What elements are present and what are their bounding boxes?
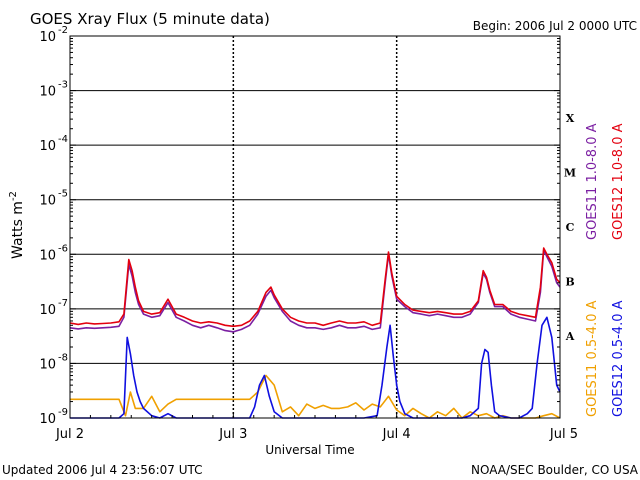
series-line [69, 249, 561, 333]
legend-entry: GOES12 0.5-4.0 A [611, 300, 626, 417]
y-tick-label: 10 -7 [39, 298, 68, 318]
x-tick-label: Jul 5 [549, 427, 578, 442]
series-line [70, 316, 561, 419]
x-tick-label: Jul 4 [382, 427, 411, 442]
y-tick-exponent: -5 [58, 189, 68, 200]
y-tick-label: 10 -3 [39, 80, 68, 100]
y-tick-label: 10 -2 [39, 25, 68, 45]
y-axis-label-text: Watts m [10, 201, 26, 259]
y-tick-exponent: -3 [58, 80, 68, 91]
x-tick-label: Jul 3 [218, 427, 247, 442]
y-axis-label: Watts m-2 [8, 191, 26, 259]
flare-class-label: A [565, 330, 575, 343]
legend-entry: GOES11 0.5-4.0 A [585, 300, 600, 417]
flare-class-labels: A B C M X [564, 112, 576, 343]
series-line [69, 247, 561, 328]
y-tick-exponent: -4 [58, 134, 68, 145]
y-tick-exponent: -8 [58, 352, 68, 363]
x-tick-label: Jul 2 [55, 427, 84, 442]
begin-label: Begin: 2006 Jul 2 0000 UTC [473, 19, 637, 33]
updated-label: Updated 2006 Jul 4 23:56:07 UTC [2, 463, 202, 477]
y-tick-label: 10 -4 [39, 134, 68, 154]
flare-class-label: M [564, 166, 576, 179]
y-tick-exponent: -6 [58, 243, 68, 254]
legend-entry: GOES12 1.0-8.0 A [611, 123, 626, 240]
grid [70, 36, 560, 418]
x-tick-labels: Jul 2 Jul 3 Jul 4 Jul 5 [55, 412, 578, 442]
y-tick-exponent: -2 [58, 25, 68, 36]
legend: GOES11 1.0-8.0 A GOES12 1.0-8.0 A GOES11 0… [585, 123, 626, 417]
y-tick-label: 10 -8 [39, 352, 68, 372]
flare-class-label: C [566, 221, 575, 234]
series-layer [69, 247, 561, 419]
y-tick-exponent: -9 [58, 407, 68, 418]
y-tick-exponent: -7 [58, 298, 68, 309]
credit-label: NOAA/SEC Boulder, CO USA [471, 463, 639, 477]
legend-entry: GOES11 1.0-8.0 A [585, 123, 600, 240]
flare-class-label: X [566, 112, 575, 125]
chart-title: GOES Xray Flux (5 minute data) [30, 10, 270, 28]
series-line [70, 374, 561, 419]
plot-frame [69, 35, 561, 419]
y-axis-label-sup: -2 [8, 191, 19, 201]
y-tick-label: 10 -5 [39, 189, 68, 209]
x-axis-label: Universal Time [265, 443, 354, 457]
svg-text:Watts m-2: Watts m-2 [8, 191, 26, 259]
y-tick-label: 10 -6 [39, 243, 68, 263]
y-tick-label: 10 -9 [39, 407, 68, 427]
flare-class-label: B [565, 276, 574, 289]
